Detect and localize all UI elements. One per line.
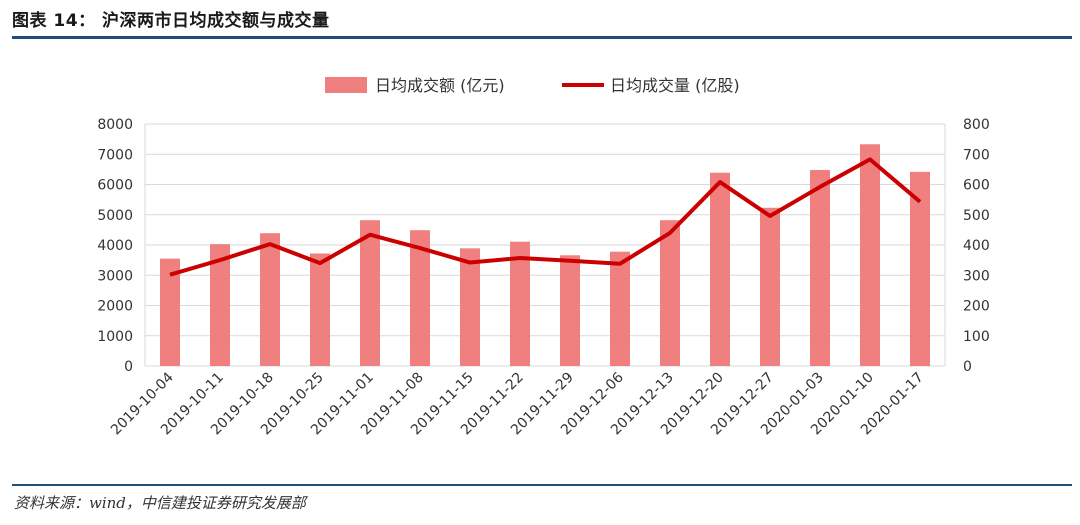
bar [710, 172, 730, 366]
y-right-tick-label: 400 [963, 238, 990, 254]
legend-bar-swatch [325, 77, 367, 93]
figure-title: 图表 14： 沪深两市日均成交额与成交量 [12, 11, 330, 31]
bar [410, 230, 430, 366]
y-left-tick-label: 3000 [97, 268, 133, 284]
legend: 日均成交额 (亿元) 日均成交量 (亿股) [325, 76, 740, 95]
y-left-tick-label: 1000 [97, 329, 133, 345]
bar [510, 241, 530, 366]
bar [160, 258, 180, 366]
legend-bar-label: 日均成交额 (亿元) [375, 76, 505, 95]
line-series [169, 157, 922, 277]
y-right-tick-label: 500 [963, 208, 990, 224]
bar [860, 144, 880, 366]
y-right-tick-label: 300 [963, 268, 990, 284]
bar-series [160, 144, 930, 366]
y-left-tick-label: 6000 [97, 178, 133, 194]
y-right-tick-label: 700 [963, 147, 990, 163]
bar [610, 251, 630, 366]
volume-line [169, 157, 922, 277]
y-left-tick-label: 2000 [97, 299, 133, 315]
y-right-tick-label: 800 [963, 117, 990, 133]
bar [910, 171, 930, 366]
y-axis-right: 0 100 200 300 400 500 600 700 800 [963, 117, 990, 375]
y-left-tick-label: 0 [124, 359, 133, 375]
bar [810, 169, 830, 366]
legend-line-label: 日均成交量 (亿股) [610, 76, 740, 95]
y-left-tick-label: 5000 [97, 208, 133, 224]
bottom-rule [12, 484, 1072, 486]
y-right-tick-label: 0 [963, 359, 972, 375]
y-right-tick-label: 600 [963, 178, 990, 194]
y-right-tick-label: 200 [963, 299, 990, 315]
bar [360, 220, 380, 366]
bar [760, 207, 780, 366]
bar [210, 244, 230, 366]
bar [460, 248, 480, 366]
y-axis-left: 0 1000 2000 3000 4000 5000 6000 7000 8000 [97, 117, 133, 375]
y-left-tick-label: 7000 [97, 147, 133, 163]
y-right-tick-label: 100 [963, 329, 990, 345]
top-rule [12, 36, 1072, 39]
y-left-tick-label: 4000 [97, 238, 133, 254]
bar [660, 220, 680, 366]
bar [560, 255, 580, 366]
source-note: 资料来源：wind，中信建投证券研究发展部 [14, 494, 306, 512]
chart-svg: 0 1000 2000 3000 4000 5000 6000 7000 8000 0 100 20… [97, 76, 990, 438]
bar [310, 253, 330, 366]
bar [260, 233, 280, 366]
x-axis: 2019-10-042019-10-112019-10-182019-10-25… [108, 369, 927, 438]
y-left-tick-label: 8000 [97, 117, 133, 133]
